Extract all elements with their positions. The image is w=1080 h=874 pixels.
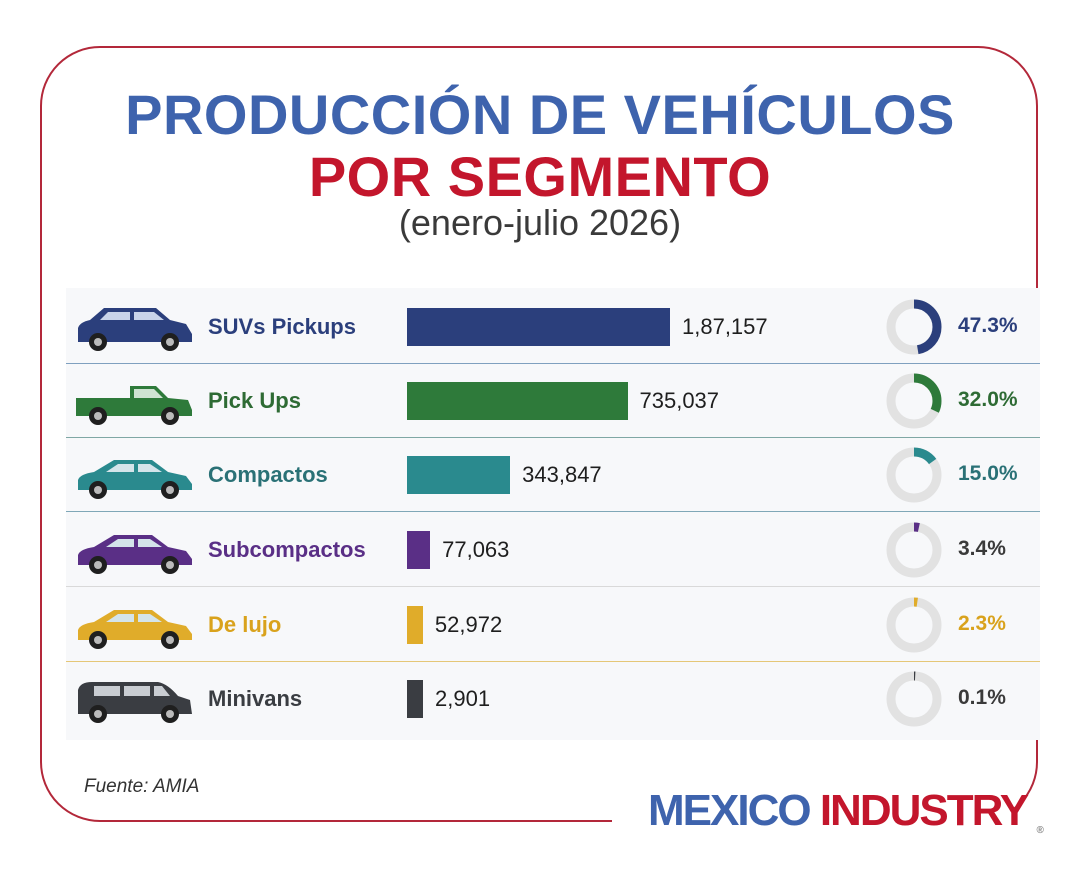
donut-arc <box>886 671 942 727</box>
category-label: Compactos <box>208 462 328 487</box>
subcompact-car-icon <box>70 523 200 579</box>
bar <box>407 456 511 494</box>
chart-row: Pick Ups 735,037 32.0% <box>66 364 1040 438</box>
frame-gap <box>612 810 1052 850</box>
donut-arc <box>886 373 942 429</box>
row-separator <box>66 437 1040 438</box>
category-label: Pick Ups <box>208 388 301 413</box>
percentage-label: 3.4% <box>958 537 1006 560</box>
category-label: SUVs Pickups <box>208 314 356 339</box>
bar <box>407 680 423 718</box>
donut-arc <box>886 597 942 653</box>
percentage-donut <box>884 595 944 655</box>
pickup-truck-icon <box>70 374 200 430</box>
brand-part1: MEXICO <box>648 786 812 835</box>
title-line2: POR SEGMENTO <box>308 145 772 208</box>
percentage-donut <box>884 669 944 729</box>
percentage-donut <box>884 520 944 580</box>
subtitle: (enero-julio 2026) <box>398 202 682 243</box>
value-label: 1,87,157 <box>682 314 768 339</box>
minivan-icon <box>70 672 200 728</box>
category-label: De lujo <box>208 612 282 637</box>
luxury-car-icon <box>70 598 200 654</box>
chart-row: Compactos 343,847 15.0% <box>66 438 1040 512</box>
brand-logo: MEXICO INDUSTRY ® <box>648 786 1044 836</box>
brand-mark: ® <box>1036 825 1044 836</box>
donut-arc <box>886 522 942 578</box>
percentage-label: 15.0% <box>958 462 1018 485</box>
percentage-donut <box>884 297 944 357</box>
row-separator <box>66 661 1040 662</box>
percentage-donut <box>884 371 944 431</box>
chart-row: SUVs Pickups 1,87,157 47.3% <box>66 290 1040 364</box>
percentage-label: 47.3% <box>958 314 1018 337</box>
row-separator <box>66 586 1040 587</box>
donut-arc <box>886 447 942 503</box>
value-label: 52,972 <box>434 612 503 637</box>
row-separator <box>66 511 1040 512</box>
bar <box>407 531 431 569</box>
percentage-label: 2.3% <box>958 612 1006 635</box>
value-label: 735,037 <box>639 388 720 413</box>
category-label: Subcompactos <box>208 537 366 562</box>
value-label: 77,063 <box>442 537 510 562</box>
category-label: Minivans <box>208 686 303 711</box>
bar <box>407 382 628 420</box>
bar <box>407 606 423 644</box>
donut-track <box>886 671 942 727</box>
chart-row: Minivans 2,901 0.1% <box>66 662 1040 736</box>
percentage-label: 32.0% <box>958 388 1018 411</box>
brand-part2: INDUSTRY <box>819 786 1028 835</box>
row-separator <box>66 363 1040 364</box>
bar <box>407 308 670 346</box>
value-label: 2,901 <box>435 686 491 711</box>
percentage-label: 0.1% <box>958 686 1006 709</box>
title-line1: PRODUCCIÓN DE VEHÍCULOS <box>125 83 955 146</box>
chart-row: Subcompactos 77,063 3.4% <box>66 513 1040 587</box>
donut-track <box>886 522 942 578</box>
compact-car-icon <box>70 448 200 504</box>
source-note: Fuente: AMIA <box>84 776 200 797</box>
donut-arc <box>886 299 942 355</box>
chart-row: De lujo 52,972 2.3% <box>66 588 1040 662</box>
donut-track <box>886 597 942 653</box>
value-label: 343,847 <box>522 462 602 487</box>
percentage-donut <box>884 445 944 505</box>
suv-car-icon <box>70 300 200 356</box>
